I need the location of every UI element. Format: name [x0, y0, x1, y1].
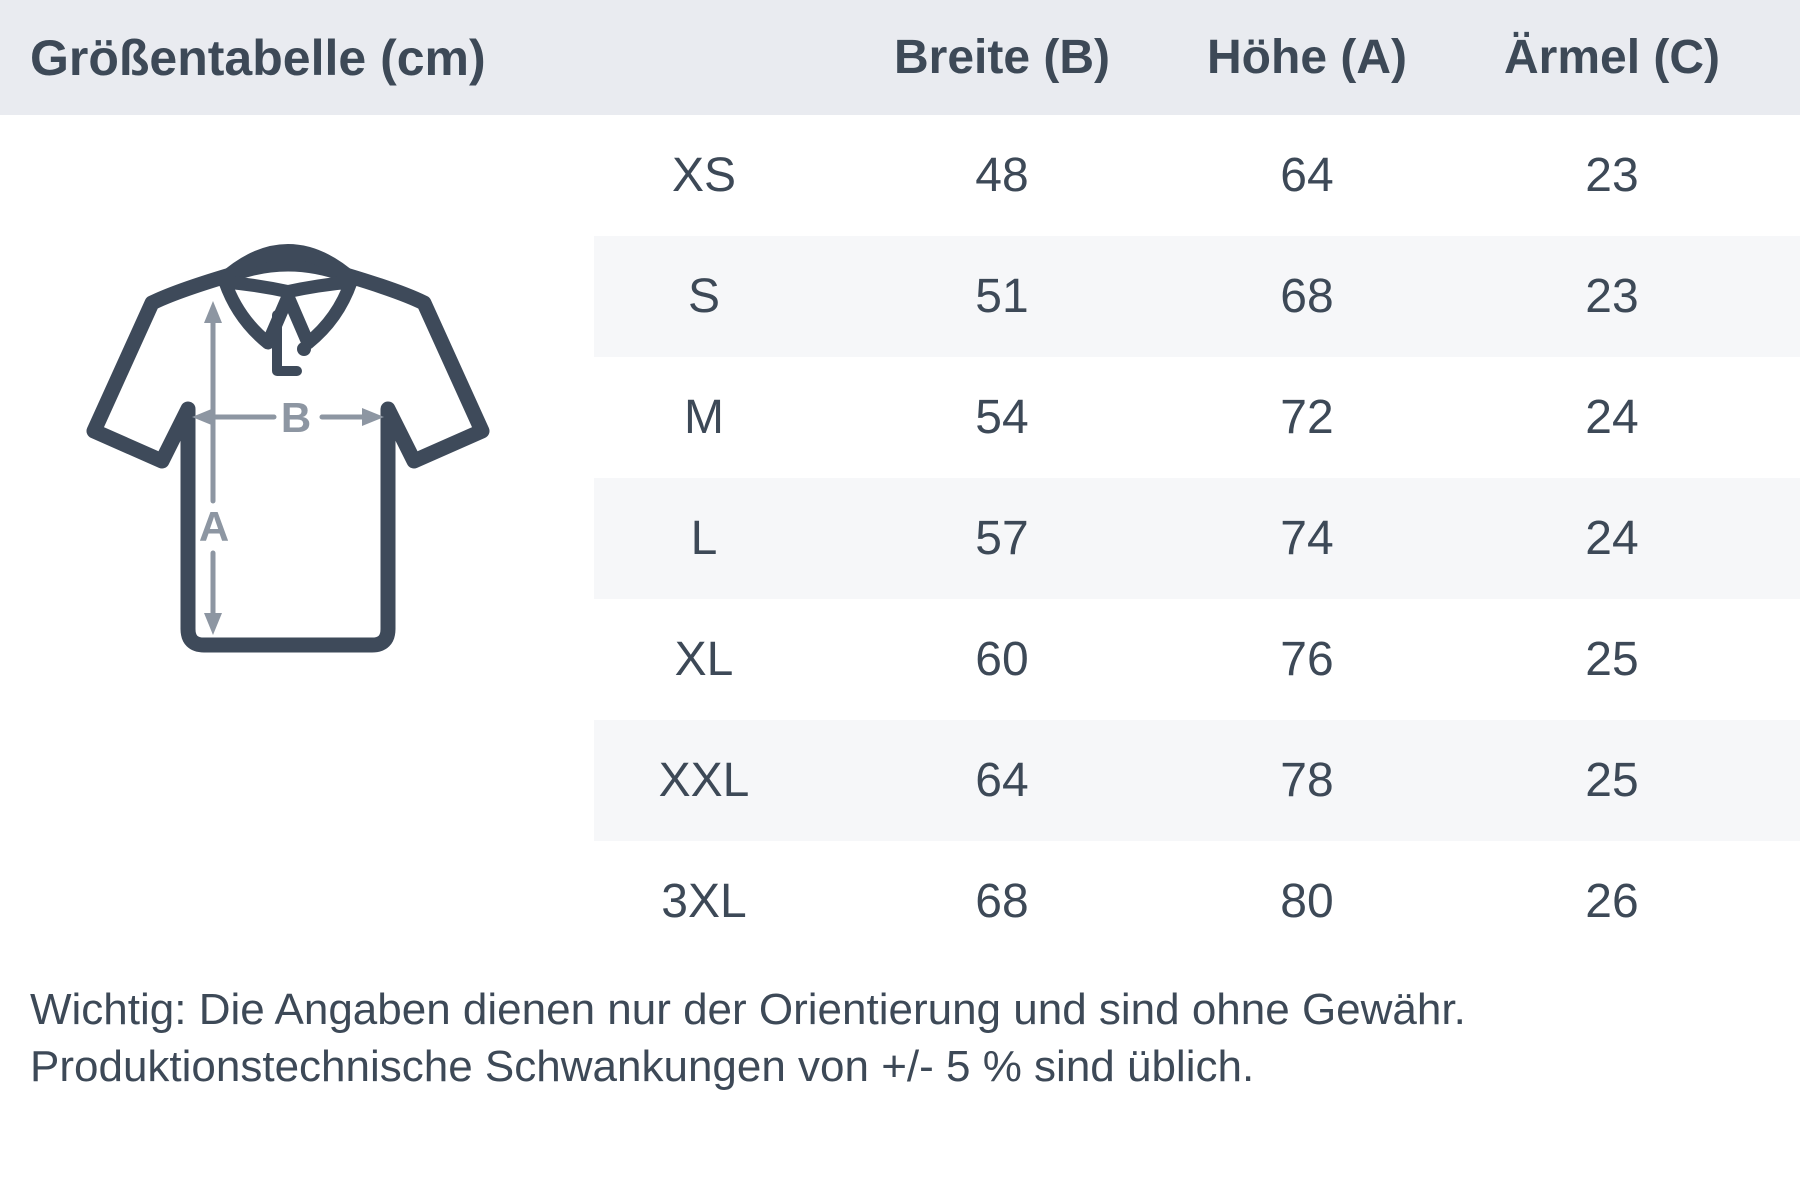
- table-row: M 54 72 24: [594, 357, 1800, 478]
- aermel-cell: 23: [1585, 149, 1639, 202]
- collar-flap-right: [279, 275, 358, 350]
- table-row: XXL 64 78 25: [594, 720, 1800, 841]
- disclaimer-line-2: Produktionstechnische Schwankungen von +…: [30, 1042, 1255, 1091]
- collar-band: [216, 244, 360, 288]
- disclaimer-note: Wichtig: Die Angaben dienen nur der Orie…: [30, 981, 1466, 1095]
- column-headers: Breite (B) Höhe (A) Ärmel (C): [594, 30, 1800, 85]
- column-header-hoehe: Höhe (A): [1207, 31, 1407, 84]
- size-cell: XS: [671, 149, 737, 202]
- width-arrow-label: B: [281, 394, 311, 441]
- hoehe-cell: 72: [1280, 391, 1334, 444]
- hoehe-cell: 76: [1280, 633, 1334, 686]
- width-arrow-head-right: [362, 408, 384, 426]
- column-header-aermel: Ärmel (C): [1503, 31, 1721, 84]
- hoehe-cell: 74: [1280, 512, 1334, 565]
- aermel-cell: 25: [1585, 754, 1639, 807]
- column-header-breite: Breite (B): [893, 31, 1111, 84]
- breite-cell: 51: [975, 270, 1029, 323]
- placket-line: [272, 310, 302, 376]
- measurement-diagram: A B: [78, 235, 498, 660]
- hoehe-cell: 80: [1280, 875, 1334, 928]
- table-row: 3XL 68 80 26: [594, 841, 1800, 962]
- height-arrow-head-up: [204, 301, 222, 323]
- polo-shirt-icon: A B: [86, 244, 490, 653]
- table-row: XS 48 64 23: [594, 115, 1800, 236]
- breite-cell: 54: [975, 391, 1029, 444]
- aermel-cell: 23: [1585, 270, 1639, 323]
- aermel-cell: 24: [1585, 391, 1639, 444]
- hoehe-cell: 68: [1280, 270, 1334, 323]
- size-cell: XL: [674, 633, 734, 686]
- size-cell: XXL: [658, 754, 750, 807]
- height-arrow-label: A: [199, 503, 229, 550]
- table-row: S 51 68 23: [594, 236, 1800, 357]
- breite-cell: 48: [975, 149, 1029, 202]
- hoehe-cell: 64: [1280, 149, 1334, 202]
- breite-cell: 68: [975, 875, 1029, 928]
- size-table-rows: XS 48 64 23 S 51 68 23 M 54 72 24 L 57 7…: [594, 115, 1800, 962]
- page-title: Größentabelle (cm): [30, 29, 486, 86]
- size-cell: 3XL: [661, 875, 747, 928]
- shirt-body-outline: [86, 256, 490, 653]
- breite-cell: 60: [975, 633, 1029, 686]
- height-arrow-head-down: [204, 613, 222, 635]
- aermel-cell: 25: [1585, 633, 1639, 686]
- breite-cell: 64: [975, 754, 1029, 807]
- width-arrow-head-left: [192, 408, 214, 426]
- table-row: L 57 74 24: [594, 478, 1800, 599]
- disclaimer-line-1: Wichtig: Die Angaben dienen nur der Orie…: [30, 985, 1466, 1034]
- aermel-cell: 24: [1585, 512, 1639, 565]
- button-dot: [297, 342, 311, 356]
- size-cell: M: [684, 391, 724, 444]
- size-cell: L: [690, 512, 718, 565]
- aermel-cell: 26: [1585, 875, 1639, 928]
- table-row: XL 60 76 25: [594, 599, 1800, 720]
- size-cell: S: [687, 270, 720, 323]
- breite-cell: 57: [975, 512, 1029, 565]
- table-header: Größentabelle (cm) Breite (B) Höhe (A) Ä…: [0, 0, 1800, 115]
- hoehe-cell: 78: [1280, 754, 1334, 807]
